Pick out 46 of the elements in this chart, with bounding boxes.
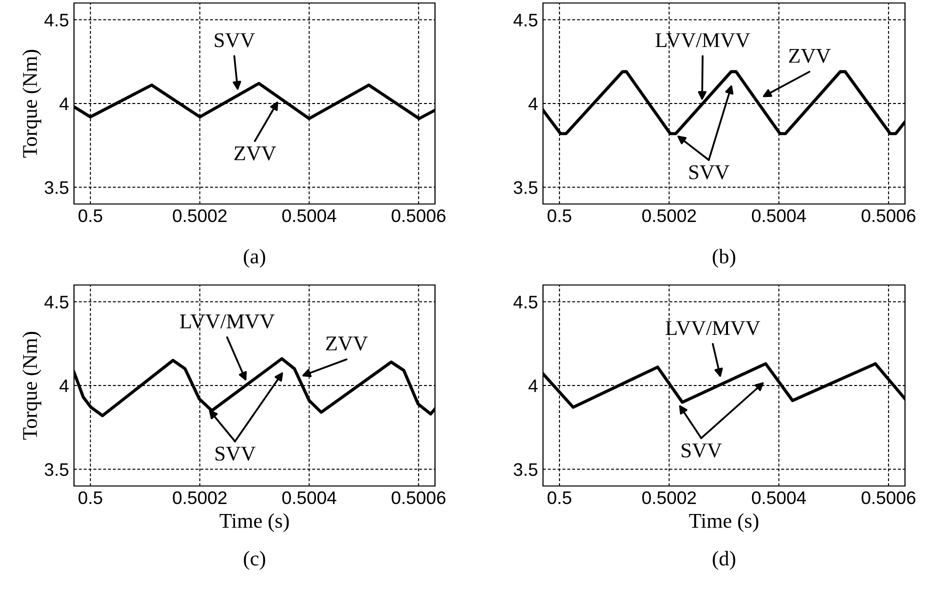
- text: (d): [712, 550, 736, 570]
- annotation: LVV/MVV: [666, 321, 760, 336]
- y-tick-label: 4: [528, 98, 538, 110]
- annotation: ZVV: [234, 146, 276, 160]
- annotation: SVV: [216, 446, 256, 461]
- x-tick-label: 0.5: [548, 209, 572, 222]
- y-tick-label: 4.5: [44, 14, 68, 26]
- y-axis-title: Torque (Nm): [22, 50, 42, 158]
- annotation: ZVV: [789, 49, 831, 63]
- x-tick-label: 0.5: [78, 491, 102, 504]
- y-tick-label: 4.5: [513, 296, 538, 308]
- y-tick-label: 3.5: [514, 463, 538, 476]
- x-tick-label: 0.5006: [392, 491, 446, 504]
- x-axis-title: Time (s): [689, 513, 758, 532]
- x-tick-label: 0.5004: [282, 491, 336, 504]
- x-tick-label: 0.5002: [642, 209, 696, 222]
- annotation: ZVV: [326, 336, 368, 351]
- annotation: SVV: [682, 443, 722, 458]
- x-tick-label: 0.5002: [172, 491, 227, 504]
- annotation: SVV: [214, 33, 255, 48]
- annotation: LVV/MVV: [180, 314, 274, 329]
- x-axis-title: Time (s): [220, 513, 289, 532]
- annotation: LVV/MVV: [656, 33, 750, 48]
- y-tick-label: 4.5: [513, 14, 538, 26]
- annotation: SVV: [689, 165, 730, 180]
- x-tick-label: 0.5004: [752, 209, 806, 222]
- y-tick-label: 3.5: [514, 181, 538, 194]
- x-tick-label: 0.5: [548, 491, 572, 504]
- text: (b): [712, 248, 736, 268]
- y-tick-label: 3.5: [44, 463, 68, 476]
- x-tick-label: 0.5: [78, 209, 102, 222]
- x-tick-label: 0.5002: [642, 491, 696, 504]
- y-tick-label: 4: [528, 380, 538, 392]
- x-tick-label: 0.5004: [282, 209, 336, 222]
- x-tick-label: 0.5006: [862, 209, 916, 222]
- y-tick-label: 3.5: [44, 181, 68, 194]
- x-tick-label: 0.5004: [752, 491, 806, 504]
- y-tick-label: 4.5: [44, 296, 68, 308]
- y-tick-label: 4: [60, 380, 69, 392]
- text: (a): [244, 248, 266, 268]
- y-axis-title: Torque (Nm): [22, 332, 42, 440]
- text: (c): [244, 550, 266, 570]
- x-tick-label: 0.5006: [392, 209, 446, 222]
- y-tick-label: 4: [60, 98, 69, 110]
- x-tick-label: 0.5002: [172, 209, 227, 222]
- x-tick-label: 0.5006: [862, 491, 916, 504]
